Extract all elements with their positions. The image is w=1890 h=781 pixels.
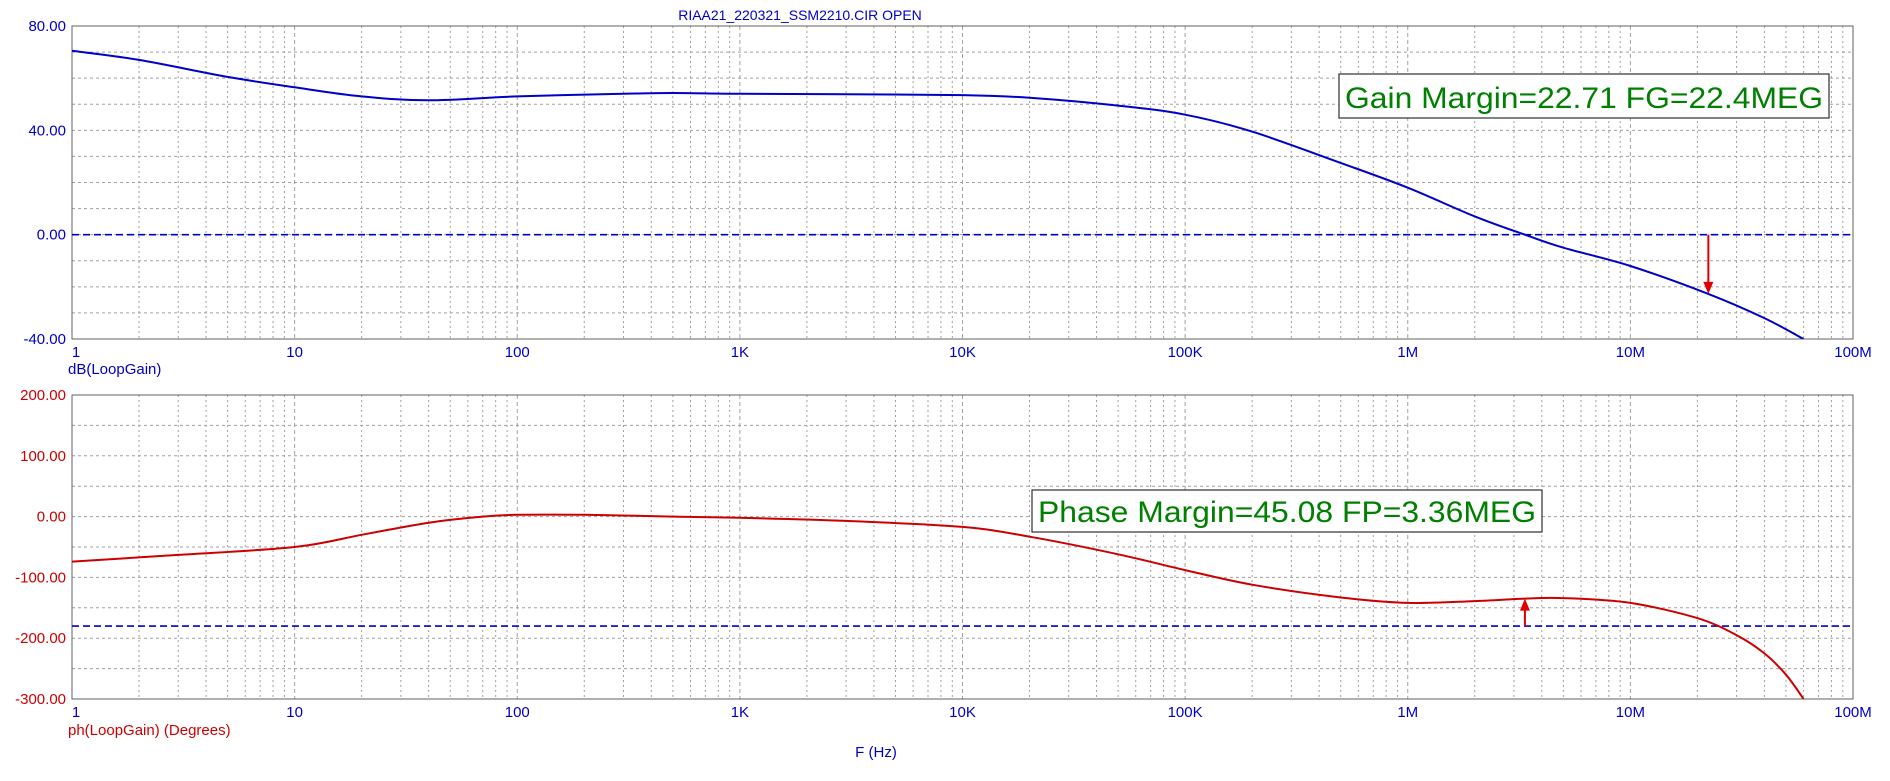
plot-frame [71, 394, 1854, 700]
x-tick-label: 100 [505, 704, 530, 721]
x-tick-label: 1M [1397, 704, 1418, 721]
margin-annotation-text: Gain Margin=22.71 FG=22.4MEG [1345, 82, 1823, 115]
x-tick-label: 10K [949, 704, 976, 721]
gain-panel: 80.00 40.00 0.00 -40.00 1 10 100 1K 10K 100K 1M 10M… [23, 18, 1871, 378]
x-tick-label: 1 [72, 344, 80, 361]
y-tick-label: 80.00 [28, 18, 66, 35]
x-tick-label: 1K [731, 344, 749, 361]
x-tick-label: 10K [949, 344, 976, 361]
y-tick-label: 200.00 [20, 387, 66, 404]
y-tick-label: 0.00 [37, 227, 66, 244]
margin-annotation-box [1338, 73, 1830, 119]
y-tick-label: 0.00 [37, 509, 66, 526]
margin-annotation-text: Phase Margin=45.08 FP=3.36MEG [1038, 496, 1536, 529]
x-tick-label: 1 [72, 704, 80, 721]
y-tick-label: -200.00 [15, 630, 66, 647]
x-tick-label: 1K [731, 704, 749, 721]
margin-marker-arrowhead [1703, 281, 1714, 294]
margin-marker-arrowhead [1519, 598, 1530, 611]
x-tick-label: 10 [286, 704, 303, 721]
y-tick-label: -40.00 [23, 331, 66, 348]
x-tick-label: 100M [1834, 704, 1872, 721]
y-tick-label: 100.00 [20, 448, 66, 465]
x-tick-label: 10M [1616, 344, 1645, 361]
x-tick-label: 100K [1168, 704, 1203, 721]
x-tick-label: 100K [1168, 344, 1203, 361]
x-tick-label: 100M [1834, 344, 1872, 361]
status-strip [0, 760, 1890, 781]
plot-frame [71, 25, 1854, 340]
chart-title: RIAA21_220321_SSM2210.CIR OPEN [678, 7, 922, 23]
y-axis-label: ph(LoopGain) (Degrees) [68, 722, 231, 739]
phase-panel: 200.00 100.00 0.00 -100.00 -200.00 -300.00 1 10… [15, 387, 1872, 739]
x-tick-label: 100 [505, 344, 530, 361]
y-tick-label: -100.00 [15, 569, 66, 586]
x-tick-label: 10M [1616, 704, 1645, 721]
x-tick-label: 1M [1397, 344, 1418, 361]
y-tick-label: 40.00 [28, 122, 66, 139]
x-tick-label: 10 [286, 344, 303, 361]
margin-annotation-box [1031, 489, 1543, 533]
x-axis-label: F (Hz) [855, 744, 897, 761]
y-tick-label: -300.00 [15, 691, 66, 708]
series-line [72, 513, 1805, 699]
series-line [72, 49, 1805, 339]
y-axis-label: dB(LoopGain) [68, 361, 161, 378]
